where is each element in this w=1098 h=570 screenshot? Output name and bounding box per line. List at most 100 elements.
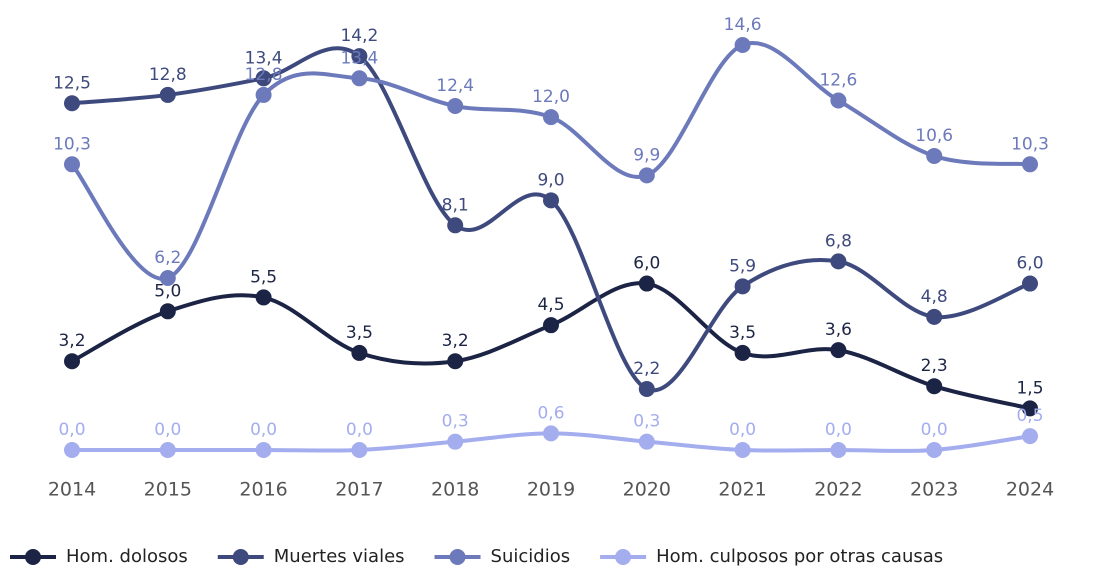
data-point [255, 86, 272, 103]
data-label: 0,0 [250, 420, 277, 440]
data-label: 12,5 [53, 73, 91, 93]
data-point [159, 270, 176, 287]
data-label: 8,1 [442, 195, 469, 215]
data-point [734, 278, 751, 295]
x-tick-label: 2024 [1006, 479, 1054, 501]
data-label: 3,5 [346, 323, 373, 343]
data-label: 0,3 [633, 412, 660, 432]
data-label: 6,0 [633, 254, 660, 274]
x-tick-label: 2023 [910, 479, 958, 501]
legend-label: Hom. dolosos [66, 546, 188, 567]
data-point [830, 342, 847, 359]
data-label: 10,6 [915, 126, 953, 146]
data-point [830, 442, 847, 458]
data-point [255, 70, 272, 87]
legend-marker [615, 549, 632, 565]
data-point [638, 167, 655, 184]
data-point [1022, 156, 1038, 173]
data-label: 12,6 [819, 70, 857, 90]
legend-marker [25, 549, 41, 565]
data-label: 3,2 [442, 331, 469, 351]
data-label: 0,6 [537, 403, 564, 423]
data-point [543, 317, 559, 334]
data-point [447, 217, 464, 234]
legend-label: Hom. culposos por otras causas [656, 546, 943, 567]
data-label: 0,0 [58, 420, 85, 440]
data-label: 12,8 [149, 65, 187, 85]
x-tick-label: 2017 [335, 479, 383, 501]
data-point [543, 425, 559, 442]
data-label: 0,0 [921, 420, 948, 440]
data-point [64, 353, 80, 370]
legend-label: Suicidios [491, 546, 571, 567]
x-tick-label: 2021 [718, 479, 766, 501]
data-point [830, 253, 847, 270]
data-label: 5,0 [154, 281, 181, 301]
data-point [159, 86, 176, 103]
data-point [543, 109, 559, 126]
data-label: 3,6 [825, 320, 852, 340]
data-point [447, 353, 464, 370]
data-label: 0,0 [729, 420, 756, 440]
data-point [64, 95, 80, 112]
x-tick-label: 2015 [144, 479, 192, 501]
data-point [255, 442, 272, 458]
data-label: 10,3 [53, 134, 91, 154]
data-label: 4,5 [537, 295, 564, 315]
data-point [734, 344, 751, 361]
data-label: 0,5 [1016, 406, 1043, 426]
data-point [351, 344, 368, 361]
data-point [159, 442, 176, 458]
series-line [70, 41, 1031, 281]
x-tick-label: 2016 [239, 479, 287, 501]
data-point [830, 92, 847, 109]
data-point [926, 378, 943, 395]
data-label: 2,3 [921, 356, 948, 376]
x-tick-label: 2022 [814, 479, 862, 501]
data-point [926, 147, 943, 164]
data-label: 6,8 [825, 231, 852, 251]
data-point [734, 37, 751, 53]
data-label: 14,2 [340, 26, 378, 46]
data-label: 1,5 [1016, 378, 1043, 398]
data-label: 10,3 [1011, 134, 1049, 154]
data-point [543, 192, 559, 209]
data-point [1022, 400, 1038, 417]
legend-label: Muertes viales [274, 546, 405, 567]
data-label: 2,2 [633, 359, 660, 379]
legend-marker [449, 549, 466, 565]
data-point [447, 433, 464, 450]
data-label: 5,9 [729, 256, 756, 276]
data-point [255, 289, 272, 306]
data-label: 9,0 [537, 170, 564, 190]
data-label: 6,0 [1016, 254, 1043, 274]
data-point [159, 303, 176, 320]
x-tick-label: 2014 [48, 479, 96, 501]
data-point [734, 442, 751, 458]
data-point [1022, 275, 1038, 292]
data-label: 13,4 [245, 48, 283, 68]
data-label: 12,8 [245, 65, 283, 85]
x-tick-label: 2020 [623, 479, 671, 501]
data-point [638, 433, 655, 450]
legend-marker [232, 549, 249, 565]
data-point [64, 156, 80, 173]
data-label: 0,0 [154, 420, 181, 440]
data-label: 0,0 [825, 420, 852, 440]
data-point [447, 98, 464, 115]
data-point [638, 380, 655, 397]
data-label: 4,8 [921, 287, 948, 307]
data-point [64, 442, 80, 458]
data-label: 12,0 [532, 87, 570, 107]
x-tick-label: 2018 [431, 479, 479, 501]
data-point [351, 70, 368, 87]
data-label: 3,2 [58, 331, 85, 351]
data-point [926, 442, 943, 458]
x-tick-label: 2019 [527, 479, 575, 501]
data-point [926, 308, 943, 325]
data-label: 9,9 [633, 145, 660, 165]
data-point [351, 442, 368, 458]
data-label: 5,5 [250, 267, 277, 287]
data-point [1022, 428, 1038, 445]
